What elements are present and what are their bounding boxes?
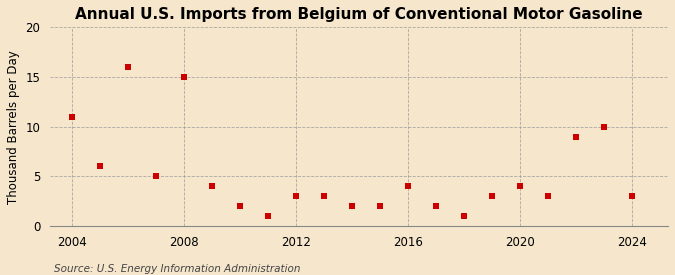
Point [626,194,637,199]
Point [291,194,302,199]
Point [458,214,469,218]
Point [123,65,134,69]
Point [207,184,217,189]
Point [487,194,497,199]
Point [179,75,190,79]
Point [375,204,385,208]
Point [598,125,609,129]
Point [319,194,329,199]
Point [431,204,441,208]
Point [67,115,78,119]
Point [347,204,358,208]
Title: Annual U.S. Imports from Belgium of Conventional Motor Gasoline: Annual U.S. Imports from Belgium of Conv… [76,7,643,22]
Point [263,214,273,218]
Y-axis label: Thousand Barrels per Day: Thousand Barrels per Day [7,50,20,204]
Text: Source: U.S. Energy Information Administration: Source: U.S. Energy Information Administ… [54,264,300,274]
Point [543,194,554,199]
Point [570,134,581,139]
Point [235,204,246,208]
Point [95,164,106,169]
Point [151,174,162,178]
Point [402,184,413,189]
Point [514,184,525,189]
